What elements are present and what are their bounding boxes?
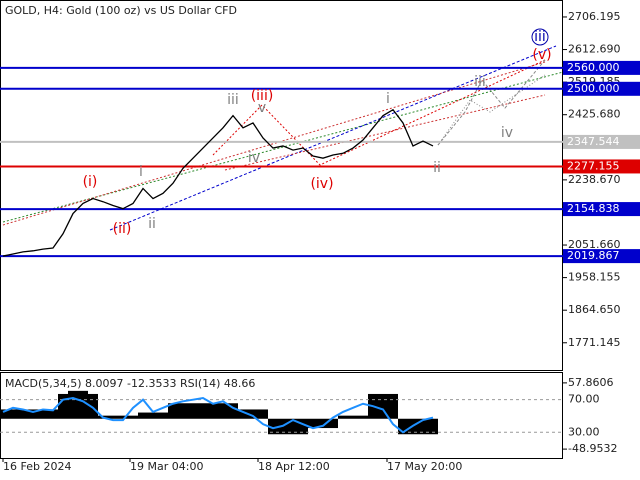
macd-bar <box>248 409 258 419</box>
x-tick-label: 17 May 20:00 <box>387 460 462 473</box>
macd-bar <box>348 415 358 419</box>
macd-bar <box>68 390 78 419</box>
y-tick-label: 1864.650 <box>568 303 621 316</box>
level-label: 2019.867 <box>567 249 620 262</box>
level-label-bg <box>563 202 640 217</box>
chart-title: GOLD, H4: Gold (100 oz) vs US Dollar CFD <box>5 4 237 17</box>
wave-label: (iii) <box>251 88 274 104</box>
macd-bar <box>0 409 8 419</box>
macd-bar <box>8 409 18 419</box>
level-label-bg <box>563 81 640 96</box>
macd-bar <box>208 403 218 419</box>
macd-bar <box>48 409 58 419</box>
macd-bar <box>428 418 438 435</box>
wave-label: iii <box>227 92 239 108</box>
y-tick-label: -48.9532 <box>568 442 617 455</box>
macd-bar <box>28 409 38 419</box>
macd-bar <box>258 409 268 419</box>
macd-bar <box>268 418 278 435</box>
macd-bar <box>308 418 318 429</box>
macd-bar <box>198 403 208 419</box>
y2-tick-label: 70.00 <box>568 393 600 406</box>
macd-bar <box>298 418 308 435</box>
wave-label: i <box>386 91 390 107</box>
projection <box>437 59 546 146</box>
x-tick-label: 18 Apr 12:00 <box>258 460 330 473</box>
wave-label: (v) <box>532 47 551 63</box>
level-label: 2347.544 <box>567 135 620 148</box>
y-tick-label: 2706.195 <box>568 10 621 23</box>
trend-line <box>2 61 546 226</box>
macd-bar <box>418 418 428 435</box>
x-tick-label: 16 Feb 2024 <box>3 460 71 473</box>
trend-line <box>2 71 564 223</box>
main-frame <box>0 0 563 371</box>
y2-tick-label: 30.00 <box>568 425 600 438</box>
wave-label: iii <box>474 74 486 90</box>
price-line <box>2 108 434 257</box>
macd-bar <box>88 393 98 419</box>
y-tick-label: 2051.660 <box>568 238 621 251</box>
macd-bar <box>148 412 158 419</box>
macd-bar <box>18 409 28 419</box>
y-tick-label: 2612.690 <box>568 43 621 56</box>
macd-bar <box>358 415 368 419</box>
level-label: 2154.838 <box>567 202 620 215</box>
wave-path <box>212 59 546 166</box>
macd-bar <box>108 415 118 419</box>
macd-bar <box>378 393 388 419</box>
macd-bar <box>158 412 168 419</box>
macd-bar <box>228 403 238 419</box>
level-label-bg <box>563 60 640 75</box>
wave-label: iii <box>534 29 546 45</box>
x-tick-label: 19 Mar 04:00 <box>130 460 203 473</box>
level-label: 2500.000 <box>567 82 620 95</box>
trend-lines <box>2 45 564 231</box>
macd-bar <box>138 412 148 419</box>
macd-bar <box>388 393 398 419</box>
macd-bar <box>78 390 88 419</box>
y-tick-label: 2425.680 <box>568 108 621 121</box>
macd-bar <box>398 418 408 435</box>
level-label-bg <box>563 134 640 149</box>
wave-label: (iv) <box>310 176 333 192</box>
projection <box>437 74 546 146</box>
rsi-line <box>2 396 434 434</box>
wave-circle <box>531 28 549 46</box>
wave-label: ii <box>148 216 156 232</box>
macd-bar <box>188 403 198 419</box>
macd-bar <box>38 409 48 419</box>
wave-label: (i) <box>83 174 98 190</box>
wave-label: iv <box>501 125 513 141</box>
level-label: 2277.155 <box>567 159 620 172</box>
macd-bar <box>128 415 138 419</box>
macd-bar <box>168 403 178 419</box>
y-tick-label: 1958.155 <box>568 271 621 284</box>
wave-label: iv <box>248 150 260 166</box>
macd-bar <box>318 418 328 429</box>
macd-bar <box>338 415 348 419</box>
level-label-bg <box>563 159 640 174</box>
macd-bar <box>118 415 128 419</box>
indicator-title: MACD(5,34,5) 8.0097 -12.3533 RSI(14) 48.… <box>5 377 255 390</box>
y-tick-label: 1771.145 <box>568 336 621 349</box>
trend-line <box>109 45 557 231</box>
macd-bar <box>58 393 68 419</box>
level-label: 2560.000 <box>567 61 620 74</box>
wave-label: i <box>139 164 143 180</box>
macd-bar <box>328 418 338 429</box>
trend-line <box>224 94 546 171</box>
y-tick-label: 57.8606 <box>568 376 614 389</box>
macd-bar <box>288 418 298 435</box>
level-label-bg <box>563 249 640 264</box>
macd-bar <box>178 403 188 419</box>
macd-bar <box>218 403 228 419</box>
y-tick-label: 2238.670 <box>568 173 621 186</box>
wave-label: ii <box>433 160 441 176</box>
wave-label: (ii) <box>113 221 132 237</box>
wave-label: v <box>258 100 266 116</box>
macd-bar <box>238 409 248 419</box>
